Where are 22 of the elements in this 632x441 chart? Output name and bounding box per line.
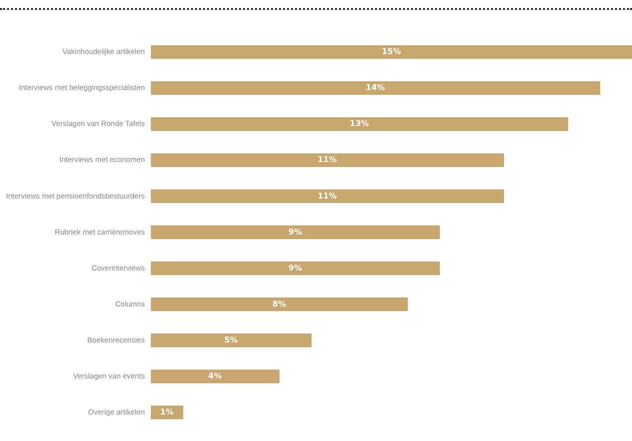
bar [150,45,632,59]
bar [150,261,440,276]
bar [150,189,504,204]
bar [150,370,280,384]
bar [150,225,440,240]
data-label: 9% [288,263,302,272]
bar [150,334,312,348]
data-label: 11% [318,155,337,164]
data-label: 1% [160,408,174,417]
bar [150,298,408,312]
data-label: 15% [382,47,401,56]
bar [150,117,568,131]
data-label: 13% [350,119,369,128]
data-label: 4% [208,372,222,381]
bar [150,406,184,420]
bar [150,153,504,167]
data-label: 9% [288,227,302,236]
data-label: 11% [318,191,337,200]
data-label: 5% [224,335,238,344]
bar [150,81,600,95]
data-label: 8% [272,299,286,308]
data-label: 14% [366,83,385,92]
